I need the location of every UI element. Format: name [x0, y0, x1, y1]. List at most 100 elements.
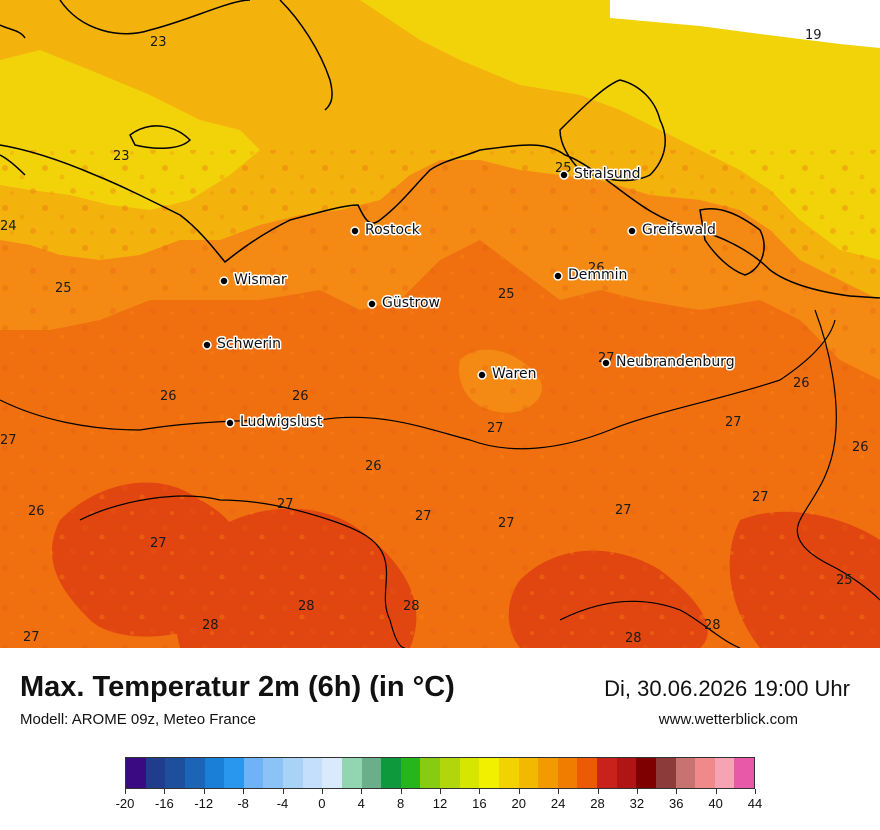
temp-label: 26 — [588, 261, 605, 276]
legend-tick — [558, 789, 560, 794]
website-link[interactable]: www.wetterblick.com — [658, 711, 798, 728]
temp-label: 28 — [403, 599, 420, 614]
legend-swatch — [597, 758, 617, 788]
temp-field-19 — [360, 0, 880, 260]
city-dot — [225, 418, 235, 428]
legend-tick — [243, 789, 245, 794]
city-dot — [627, 226, 637, 236]
legend-tick — [479, 789, 481, 794]
legend-tick-label: 44 — [747, 796, 763, 811]
temp-label: 27 — [150, 536, 167, 551]
coast-far-west — [0, 24, 26, 176]
legend-swatch — [283, 758, 303, 788]
legend-tick-label: 4 — [357, 796, 365, 811]
color-legend — [125, 757, 755, 789]
temp-label: 25 — [55, 281, 72, 296]
legend-swatch — [322, 758, 342, 788]
temp-label: 27 — [752, 490, 769, 505]
legend-tick-label: 24 — [550, 796, 566, 811]
temp-label: 27 — [615, 503, 632, 518]
city-dot — [477, 370, 487, 380]
temp-label: 28 — [202, 618, 219, 633]
legend-tick — [125, 789, 126, 794]
temp-label: 26 — [852, 440, 869, 455]
city-rostock[interactable]: Rostock — [350, 221, 422, 240]
city-dot — [559, 170, 569, 180]
legend-swatch — [263, 758, 283, 788]
temp-label: 23 — [150, 35, 167, 50]
legend-tick-label: -4 — [276, 796, 289, 811]
legend-tick-label: 0 — [318, 796, 326, 811]
city-dot — [553, 271, 563, 281]
legend-swatch — [734, 758, 754, 788]
legend-tick — [321, 789, 323, 794]
island-usedom — [699, 208, 765, 276]
legend-swatch — [302, 758, 323, 788]
state-border-east — [796, 309, 880, 601]
legend-swatch — [479, 758, 499, 788]
temp-label: 28 — [625, 631, 642, 646]
legend-swatch — [636, 758, 656, 788]
city-waren[interactable]: Waren — [477, 365, 538, 384]
temp-label: 27 — [487, 421, 504, 436]
temp-label: 27 — [23, 630, 40, 645]
city-neubrandenburg[interactable]: Neubrandenburg — [601, 353, 736, 372]
legend-tick-label: -8 — [237, 796, 249, 811]
legend-swatch — [361, 758, 382, 788]
city-dot — [367, 299, 377, 309]
island-poel — [129, 125, 192, 150]
legend-swatch — [577, 758, 597, 788]
city-greifswald[interactable]: Greifswald — [627, 221, 717, 240]
coastline — [0, 144, 880, 299]
temp-label: 27 — [498, 516, 515, 531]
city-label: Schwerin — [217, 336, 281, 352]
no-data-corner — [610, 0, 880, 48]
temp-label: 26 — [292, 389, 309, 404]
city-label: Rostock — [365, 222, 421, 238]
legend-tick — [282, 789, 284, 794]
legend-tick — [361, 789, 363, 794]
legend-tick — [164, 789, 166, 794]
legend-tick-label: 8 — [397, 796, 405, 811]
legend-tick — [636, 789, 638, 794]
legend-tick — [400, 789, 402, 794]
legend-swatch — [145, 758, 166, 788]
temp-label: 27 — [0, 433, 17, 448]
city-schwerin[interactable]: Schwerin — [202, 335, 283, 354]
legend-swatch — [381, 758, 401, 788]
city-label: Waren — [492, 366, 536, 382]
legend-tick — [203, 789, 205, 794]
temp-label: 27 — [725, 415, 742, 430]
legend-swatch — [538, 758, 558, 788]
city-guestrow[interactable]: Güstrow — [367, 294, 441, 313]
legend-swatch — [498, 758, 519, 788]
temp-label: 25 — [836, 573, 853, 588]
temperature-map: 23 19 23 24 25 25 26 25 27 26 26 27 27 2… — [0, 0, 880, 648]
city-ludwigslust[interactable]: Ludwigslust — [225, 413, 324, 432]
legend-swatch — [400, 758, 421, 788]
legend-swatch — [714, 758, 735, 788]
model-info: Modell: AROME 09z, Meteo France — [20, 711, 256, 728]
city-label: Wismar — [234, 272, 287, 288]
legend-tick-label: -20 — [115, 796, 135, 811]
legend-tick-label: 32 — [629, 796, 645, 811]
legend-swatch — [224, 758, 244, 788]
legend-tick — [715, 789, 717, 794]
legend-swatch — [616, 758, 637, 788]
city-wismar[interactable]: Wismar — [219, 271, 288, 290]
legend-swatch — [695, 758, 715, 788]
legend-swatch — [518, 758, 539, 788]
temp-label: 28 — [704, 618, 721, 633]
temp-label: 28 — [298, 599, 315, 614]
legend-tick-label: 12 — [432, 796, 448, 811]
city-stralsund[interactable]: Stralsund — [559, 165, 642, 184]
legend-tick — [676, 789, 678, 794]
legend-tick-label: -12 — [194, 796, 214, 811]
legend-swatch — [184, 758, 205, 788]
island-ruegen — [559, 79, 666, 182]
city-dot — [202, 340, 212, 350]
city-demmin[interactable]: Demmin — [553, 266, 629, 285]
legend-swatch — [420, 758, 440, 788]
city-dot — [350, 226, 360, 236]
legend-swatch — [440, 758, 460, 788]
